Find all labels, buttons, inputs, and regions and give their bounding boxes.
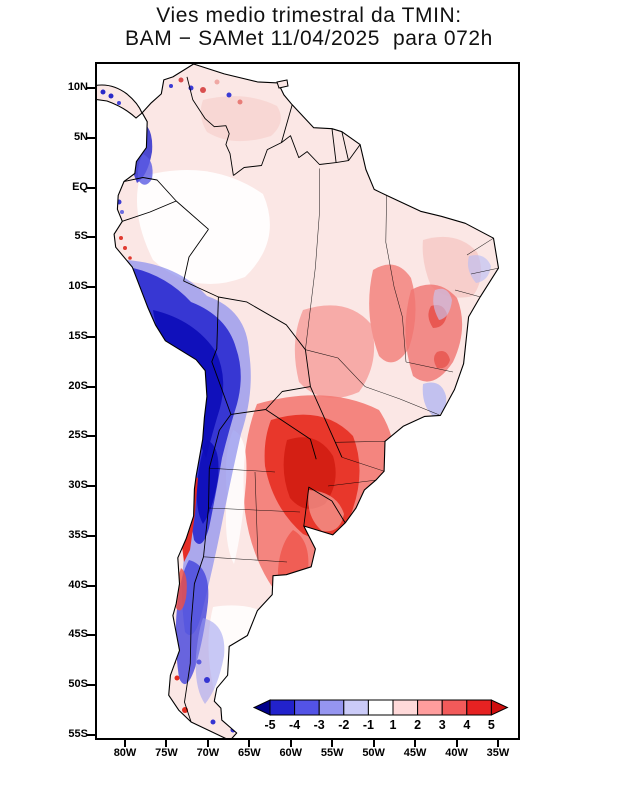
lat-tick-label: 10N <box>67 81 88 93</box>
state-borders <box>203 168 499 563</box>
colorbar-segment <box>441 699 468 716</box>
lon-tick-label: 60W <box>279 747 303 759</box>
figure-title-line2: BAM − SAMet 11/04/2025 para 072h <box>125 27 493 50</box>
colorbar-segment <box>417 699 443 716</box>
lat-tick-mark <box>87 435 95 438</box>
lon-tick-mark <box>289 740 292 747</box>
colorbar-arrow-right <box>490 699 509 716</box>
lat-tick-label: EQ <box>72 180 88 193</box>
colorbar-segment <box>294 699 320 716</box>
lon-tick-label: 55W <box>320 747 344 759</box>
lat-tick-label: 55S <box>68 728 88 740</box>
lon-tick-mark <box>206 740 209 747</box>
lat-tick-label: 45S <box>68 628 88 641</box>
lon-tick-label: 35W <box>486 747 510 759</box>
colorbar-segment <box>318 699 345 716</box>
colorbar-arrow-left <box>252 699 271 716</box>
colorbar-label: -3 <box>314 718 325 732</box>
country-borders <box>122 76 361 723</box>
lat-tick-mark <box>87 584 95 587</box>
colorbar: -5 -4 -3 -2 -1 1 2 3 4 5 <box>252 699 509 732</box>
colorbar-label: 3 <box>439 718 446 732</box>
lat-tick-mark <box>87 684 95 687</box>
lat-tick-label: 25S <box>68 429 88 442</box>
colorbar-segment <box>343 699 369 716</box>
lat-tick-label: 35S <box>68 528 88 541</box>
lat-tick-label: 10S <box>68 280 88 293</box>
lon-tick-mark <box>248 740 251 747</box>
lon-tick-mark <box>165 740 168 747</box>
lat-tick-mark <box>87 236 95 239</box>
colorbar-segment <box>392 699 419 716</box>
lat-tick-mark <box>87 136 95 139</box>
colorbar-label: -5 <box>264 718 275 732</box>
lat-tick-mark <box>87 485 95 488</box>
lat-tick-mark <box>87 534 95 537</box>
lon-tick-label: 40W <box>445 747 468 759</box>
colorbar-label: 4 <box>463 718 470 732</box>
lat-tick-label: 5S <box>74 230 88 243</box>
colorbar-label: -1 <box>363 718 374 732</box>
lon-tick-label: 75W <box>155 747 178 759</box>
colorbar-segment <box>269 699 296 716</box>
ocean-mask <box>95 62 520 740</box>
lon-tick-label: 50W <box>362 747 385 759</box>
colorbar-label: -2 <box>338 718 349 732</box>
lat-tick-mark <box>87 335 95 338</box>
lat-tick-label: 5N <box>73 130 88 143</box>
colorbar-label: 1 <box>390 718 397 732</box>
lat-tick-label: 40S <box>68 578 88 591</box>
colorbar-segment <box>367 699 394 716</box>
lat-tick-mark <box>87 186 95 189</box>
trinidad-island <box>276 79 289 89</box>
lon-tick-mark <box>455 740 458 747</box>
lon-tick-mark <box>414 740 417 747</box>
lon-tick-label: 70W <box>196 747 220 759</box>
lon-tick-label: 45W <box>403 747 427 759</box>
lon-tick-label: 65W <box>238 747 261 759</box>
south-america-map <box>95 62 520 740</box>
lon-tick-label: 80W <box>113 747 137 759</box>
colorbar-label: 2 <box>414 718 421 732</box>
lat-tick-mark <box>87 634 95 637</box>
central-america-land <box>95 84 143 119</box>
lon-tick-mark <box>124 740 126 747</box>
coastline <box>113 63 500 740</box>
lat-tick-label: 15S <box>68 329 88 342</box>
lat-tick-label: 20S <box>68 379 88 392</box>
lon-tick-mark <box>372 740 375 747</box>
lon-tick-mark <box>331 740 334 747</box>
lat-tick-mark <box>87 286 95 289</box>
figure-title-line1: Vies medio trimestral da TMIN: <box>156 4 462 27</box>
colorbar-segment <box>466 699 492 716</box>
lat-tick-label: 30S <box>68 479 88 492</box>
lat-tick-mark <box>87 734 95 736</box>
lat-tick-label: 50S <box>68 678 88 691</box>
lat-tick-mark <box>87 87 95 89</box>
lat-tick-mark <box>87 385 95 388</box>
colorbar-label: 5 <box>488 718 495 732</box>
colorbar-label: -4 <box>289 718 300 732</box>
lon-tick-mark <box>496 740 499 747</box>
